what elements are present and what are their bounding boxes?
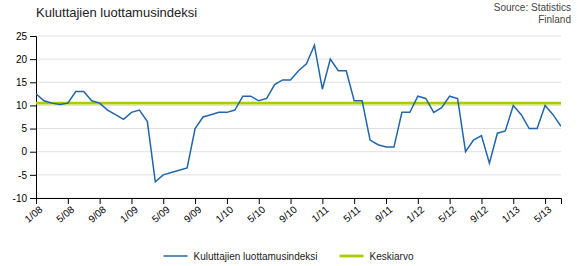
grid-line [36,128,561,129]
legend-label: Kuluttajien luottamusindeksi [194,251,318,262]
tick-label: 9/08 [86,203,108,224]
tick: 0 [21,146,36,157]
tick: 1/11 [309,198,331,224]
tick: 10 [16,100,36,111]
tick-label: 1/11 [309,203,331,224]
tick-label: 1/13 [500,203,522,224]
tick: 5 [21,123,36,134]
grid [36,36,561,198]
tick: -5 [18,170,36,181]
legend-item: Kuluttajien luottamusindeksi [164,251,318,262]
legend-swatch [340,255,364,258]
y-axis: -10 -5 0 5 10 15 20 25 [13,31,37,204]
tick: 9/10 [277,198,299,225]
tick-label: 1/12 [404,203,426,224]
legend-label: Keskiarvo [370,251,414,262]
series-line [36,45,561,182]
tick-mark [30,152,36,153]
legend-swatch [164,255,188,257]
tick-mark [30,82,36,83]
grid-line [36,36,561,37]
tick-mark [30,129,36,130]
tick: 5/12 [436,198,458,225]
chart: Kuluttajien luottamusindeksi Source: Stat… [0,0,577,266]
grid-line [36,82,561,83]
plot: 1/08 5/08 9/08 1/09 5/09 9/09 1/10 5/10 9/10 1/11… [13,31,562,225]
tick: 5/08 [54,198,76,225]
tick: 9/09 [182,198,204,225]
tick-mark [30,105,36,106]
tick-label: 10 [16,100,28,111]
tick: 1/10 [213,198,235,225]
annotation: Source: StatisticsFinland [494,2,571,25]
tick: 5/13 [532,198,554,225]
tick-label: 0 [21,146,27,157]
tick: 15 [16,77,36,88]
tick-label: 5/09 [150,203,172,224]
average-line [36,102,561,105]
tick: 9/08 [86,198,108,225]
tick-label: 9/10 [277,203,299,224]
grid-line [36,174,561,175]
tick-label: 5/10 [245,203,267,224]
tick-label: 15 [16,77,28,88]
axis-line [30,37,37,199]
tick: 9/11 [373,198,395,224]
tick: 25 [16,31,36,42]
tick: 5/11 [341,198,363,224]
tick-label: -10 [13,193,28,204]
tick-label: -5 [18,170,27,181]
tick-label: 5/11 [341,203,363,224]
tick-label: 9/12 [468,203,490,224]
tick-label: 25 [16,31,28,42]
tick: 9/12 [468,198,490,225]
tick-mark [30,198,36,199]
tick-label: 9/09 [182,203,204,224]
tick: 1/13 [500,198,522,225]
legend: Kuluttajien luottamusindeksi Keskiarvo [164,251,414,262]
tick-label: 5 [21,123,27,134]
tick-label: 5/13 [532,203,554,224]
grid-line [36,105,561,106]
tick: 20 [16,54,36,65]
tick-mark [30,59,36,60]
tick: 1/12 [404,198,426,225]
grid-line [36,151,561,152]
grid-line [36,59,561,60]
tick: 5/09 [150,198,172,225]
tick-mark [30,175,36,176]
tick: -10 [13,193,36,204]
tick-label: 5/12 [436,203,458,224]
marks [36,45,561,182]
tick: 5/10 [245,198,267,225]
tick: 1/09 [118,198,140,225]
tick-label: 1/08 [23,203,45,224]
tick-mark [30,36,36,37]
legend-item: Keskiarvo [340,251,414,262]
title: Kuluttajien luottamusindeksi [36,5,197,20]
x-axis: 1/08 5/08 9/08 1/09 5/09 9/09 1/10 5/10 9/10 1/11… [23,198,562,225]
tick-label: 1/10 [213,203,235,224]
tick-label: 20 [16,54,28,65]
tick-label: 1/09 [118,203,140,224]
tick-label: 5/08 [54,203,76,224]
tick-label: 9/11 [373,203,395,224]
axis-line [37,199,562,205]
